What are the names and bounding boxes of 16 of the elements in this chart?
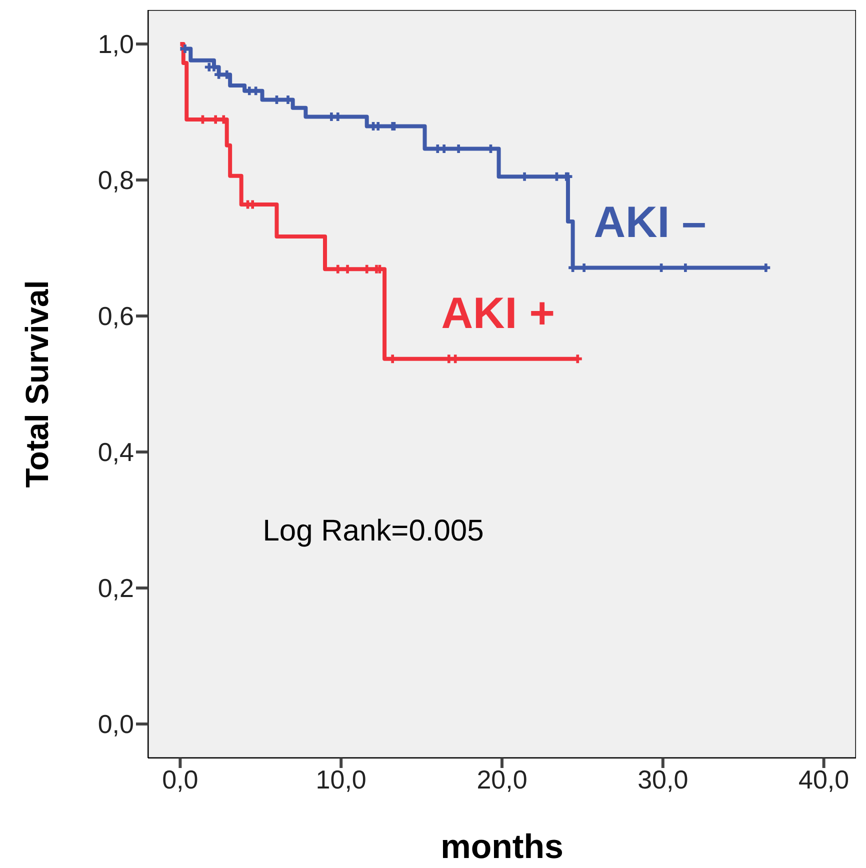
y-axis-title: Total Survival [19,280,55,488]
x-axis-title: months [440,828,564,866]
x-tick-label: 10,0 [316,764,366,794]
y-tick-label: 0,4 [98,437,134,468]
y-tick-label: 0,6 [98,301,134,332]
x-tick-label: 0,0 [162,764,198,794]
annotation: Log Rank=0.005 [262,514,484,548]
x-tick-label: 40,0 [798,764,850,794]
series-label: AKI + [441,289,555,338]
y-tick-label: 0,8 [98,165,134,196]
y-tick-label: 1,0 [98,29,134,60]
series-label: AKI – [594,198,706,248]
y-tick-label: 0,2 [98,573,134,604]
y-tick-label: 0,0 [98,709,134,740]
x-tick-label: 30,0 [638,764,688,794]
x-tick-label: 20,0 [476,764,528,794]
